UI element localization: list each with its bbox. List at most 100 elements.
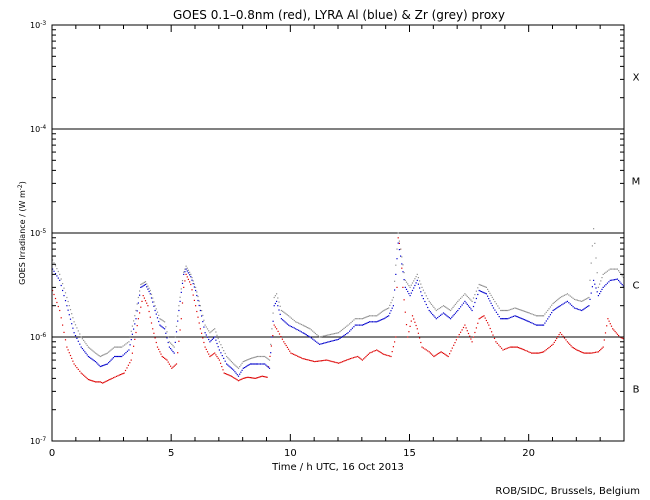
series-2-point — [500, 309, 502, 312]
series-2-point — [183, 271, 185, 273]
series-1-point — [601, 288, 603, 290]
series-1-point — [576, 308, 578, 310]
series-1-point — [266, 365, 268, 367]
series-0-point — [526, 350, 528, 352]
series-1-point — [211, 338, 213, 340]
series-1-point — [365, 322, 367, 325]
series-0-point — [572, 347, 574, 349]
series-1-point — [320, 343, 322, 345]
series-2-point — [621, 275, 623, 277]
series-1-point — [212, 337, 215, 339]
series-2-point — [612, 268, 614, 270]
series-2-point — [571, 296, 573, 298]
y-tick-label: 10-5 — [30, 228, 46, 238]
series-2-point — [88, 347, 91, 349]
series-0-point — [175, 363, 178, 365]
series-1-point — [553, 309, 555, 311]
series-0-point — [283, 341, 285, 343]
series-2-point — [158, 314, 160, 316]
series-1-point — [90, 357, 92, 359]
series-0-point — [91, 380, 93, 382]
series-0-point — [484, 317, 486, 319]
series-2-point — [274, 295, 276, 297]
series-2-point — [386, 308, 389, 310]
series-2-point — [526, 311, 528, 313]
series-2-point — [218, 341, 220, 343]
series-1-point — [543, 324, 545, 326]
series-0-point — [571, 346, 573, 348]
series-2-point — [81, 338, 83, 340]
series-1-point — [153, 305, 155, 307]
series-1-point — [79, 343, 81, 345]
series-1-point — [201, 315, 203, 317]
series-2-point — [189, 271, 191, 273]
series-0-point — [348, 358, 350, 360]
series-2-point — [425, 295, 427, 297]
series-0-point — [185, 273, 187, 275]
series-0-point — [492, 334, 494, 336]
series-0-point — [306, 359, 308, 361]
series-0-point — [212, 353, 215, 355]
series-2-point — [581, 300, 583, 302]
series-2-point — [400, 248, 402, 250]
series-0-point — [548, 347, 550, 349]
series-0-point — [383, 353, 385, 355]
series-0-point — [339, 362, 341, 364]
series-2-point — [611, 268, 613, 270]
series-1-point — [523, 319, 526, 321]
series-1-point — [457, 309, 459, 312]
series-1-point — [342, 335, 344, 338]
series-1-point — [537, 324, 539, 326]
series-2-point — [192, 280, 194, 282]
series-2-point — [329, 333, 331, 336]
series-1-point — [162, 327, 164, 329]
series-1-point — [539, 324, 541, 326]
series-0-point — [274, 326, 276, 328]
series-0-point — [489, 327, 491, 330]
series-2-point — [584, 298, 586, 300]
series-0-point — [285, 344, 287, 347]
series-0-point — [479, 317, 481, 319]
series-0-point — [390, 355, 392, 358]
series-1-point — [349, 330, 351, 332]
series-2-point — [87, 346, 89, 348]
series-2-point — [271, 328, 273, 330]
series-1-point — [445, 314, 447, 316]
series-2-point — [181, 280, 184, 282]
series-0-point — [445, 354, 447, 356]
series-0-point — [308, 359, 311, 361]
series-1-point — [125, 352, 127, 354]
series-2-point — [556, 299, 558, 302]
series-0-point — [247, 376, 249, 378]
series-0-point — [328, 360, 330, 362]
series-2-point — [457, 300, 459, 302]
series-2-point — [279, 305, 281, 307]
series-2-point — [195, 286, 197, 288]
series-0-point — [436, 353, 439, 355]
series-1-point — [558, 305, 560, 308]
series-0-point — [141, 300, 143, 302]
series-1-point — [118, 355, 120, 358]
series-1-point — [116, 355, 118, 358]
series-0-point — [215, 354, 217, 356]
series-1-point — [554, 308, 557, 310]
series-0-point — [453, 344, 455, 346]
series-0-point — [276, 328, 278, 330]
series-0-point — [514, 346, 516, 348]
series-0-point — [118, 374, 120, 376]
series-2-point — [563, 294, 566, 296]
series-1-point — [230, 367, 232, 369]
series-0-point — [80, 372, 82, 374]
series-0-point — [512, 346, 514, 348]
series-1-point — [421, 295, 423, 297]
series-1-point — [309, 336, 311, 338]
series-0-point — [149, 316, 151, 318]
series-0-point — [105, 380, 107, 382]
series-0-point — [522, 348, 524, 351]
series-1-point — [527, 320, 529, 322]
series-2-point — [575, 299, 577, 301]
series-2-point — [227, 357, 229, 359]
series-2-point — [84, 341, 86, 343]
series-2-point — [579, 300, 581, 302]
series-0-point — [156, 346, 159, 348]
